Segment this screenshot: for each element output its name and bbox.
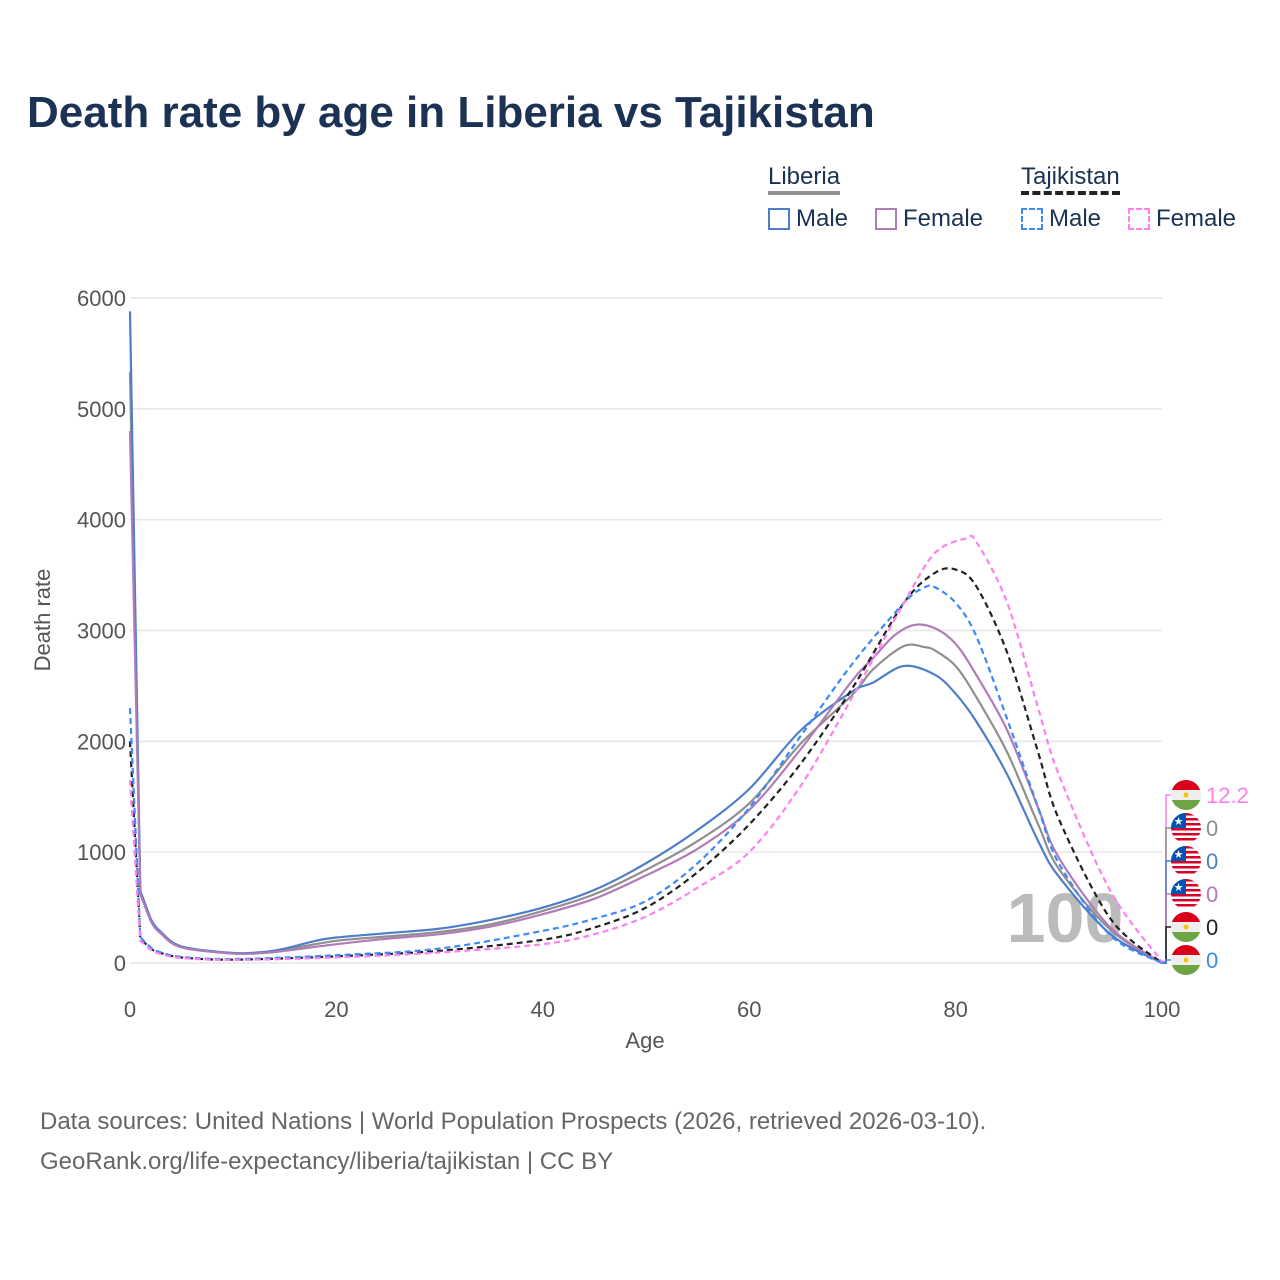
end-value-label: 0 <box>1206 849 1218 874</box>
svg-text:★: ★ <box>1174 849 1184 861</box>
x-tick-label: 40 <box>531 997 555 1022</box>
series-line-tajikistan-both- <box>128 567 1163 964</box>
svg-text:★: ★ <box>1174 882 1184 894</box>
x-tick-label: 0 <box>124 997 136 1022</box>
liberia-flag-icon: ★ <box>1171 813 1201 841</box>
tajikistan-flag-icon <box>1171 780 1201 810</box>
source-text: Data sources: United Nations | World Pop… <box>40 1108 987 1135</box>
legend-liberia-female[interactable]: Female <box>875 205 983 233</box>
end-connector <box>1162 794 1174 963</box>
legend-label: Female <box>903 205 984 232</box>
end-value-label: 0 <box>1206 948 1218 973</box>
legend-tajikistan-female[interactable]: Female <box>1128 205 1236 233</box>
swatch <box>1128 208 1150 230</box>
y-tick-label: 3000 <box>77 619 126 644</box>
svg-text:★: ★ <box>1174 816 1184 828</box>
y-axis-label: Death rate <box>30 569 55 672</box>
x-tick-label: 60 <box>737 997 761 1022</box>
liberia-flag-icon: ★ <box>1171 846 1201 874</box>
y-tick-label: 4000 <box>77 508 126 533</box>
y-tick-label: 0 <box>114 951 126 976</box>
series-line-liberia-female <box>128 430 1163 964</box>
swatch <box>768 208 790 230</box>
swatch <box>1021 208 1043 230</box>
end-value-label: 0 <box>1206 816 1218 841</box>
chart-title: Death rate by age in Liberia vs Tajikist… <box>27 88 875 137</box>
series-line-tajikistan-male <box>128 584 1163 964</box>
end-value-label: 12.2 <box>1206 783 1249 808</box>
y-tick-label: 1000 <box>77 840 126 865</box>
legend-liberia-male[interactable]: Male <box>768 205 848 233</box>
end-connector <box>1162 959 1174 964</box>
swatch <box>875 208 897 230</box>
legend-tajikistan: Tajikistan <box>1021 163 1120 195</box>
x-axis-label: Age <box>625 1028 664 1053</box>
end-value-label: 0 <box>1206 915 1218 940</box>
tajikistan-flag-icon <box>1171 912 1201 942</box>
source-link[interactable]: GeoRank.org/life-expectancy/liberia/taji… <box>40 1148 614 1175</box>
legend-liberia: Liberia <box>768 163 841 195</box>
watermark: 100 <box>1007 879 1124 957</box>
legend-label: Male <box>1049 205 1102 232</box>
legend-label: Male <box>796 205 849 232</box>
end-connector <box>1162 860 1174 964</box>
end-value-label: 0 <box>1206 882 1218 907</box>
legend-label: Female <box>1156 205 1237 232</box>
x-tick-label: 20 <box>324 997 348 1022</box>
y-tick-label: 2000 <box>77 729 126 754</box>
x-tick-label: 100 <box>1144 997 1181 1022</box>
series-line-tajikistan-female <box>128 534 1163 963</box>
y-tick-label: 5000 <box>77 397 126 422</box>
liberia-flag-icon: ★ <box>1171 879 1201 907</box>
x-tick-label: 80 <box>943 997 967 1022</box>
tajikistan-flag-icon <box>1171 945 1201 975</box>
legend-tajikistan-male[interactable]: Male <box>1021 205 1101 233</box>
y-tick-label: 6000 <box>77 286 126 311</box>
